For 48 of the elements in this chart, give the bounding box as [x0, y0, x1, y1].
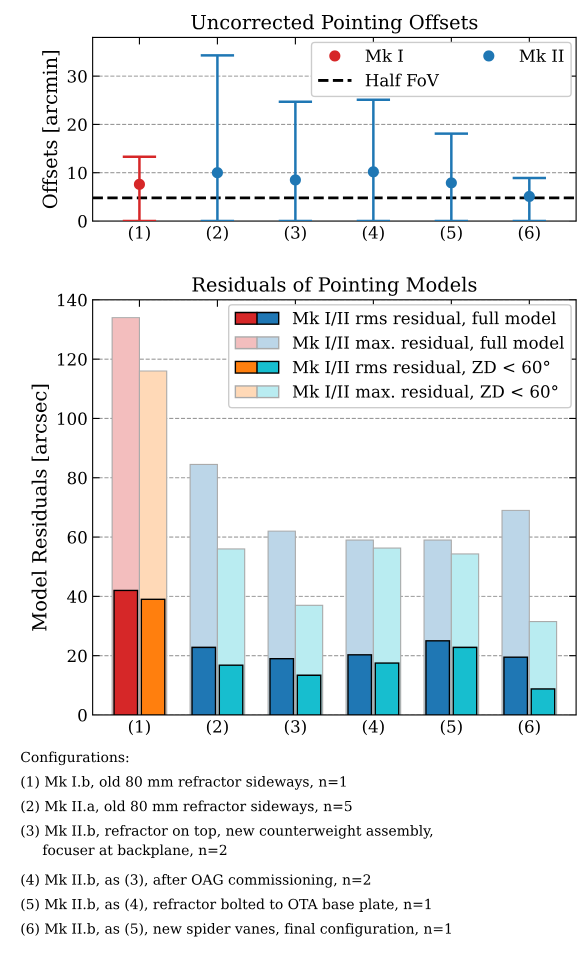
- x-tick-label: (6): [518, 226, 540, 242]
- y-axis-title: Offsets [arcmin]: [42, 50, 60, 208]
- x-tick-label: (1): [128, 226, 150, 242]
- y-tick-label: 10: [68, 166, 87, 180]
- y-tick-label: 140: [58, 294, 87, 306]
- text: (4) Mk II.b, as (3), after OAG commissioning, n=2: [21, 874, 370, 888]
- point: [290, 174, 301, 186]
- y-tick-label: 40: [67, 590, 87, 603]
- x-tick-label: (2): [206, 226, 228, 242]
- x-tick-label: (4): [362, 226, 384, 242]
- point: [368, 166, 379, 178]
- text: (2) Mk II.a, old 80 mm refractor sideways, n=5: [21, 800, 352, 814]
- legend-label: Mk I: [366, 49, 403, 62]
- x-tick-label: (4): [362, 720, 384, 736]
- y-axis-title: Model Residuals [arcsec]: [32, 384, 49, 631]
- y-tick-label: 60: [68, 531, 87, 544]
- x-tick-label: (2): [206, 720, 228, 736]
- legend-label: Mk I/II rms residual, ZD < 60°: [292, 360, 550, 376]
- y-tick-label: 20: [68, 118, 87, 131]
- x-tick-label: (1): [128, 720, 150, 736]
- legend-label: Mk I/II max. residual, full model: [292, 336, 564, 351]
- y-tick-label: 0: [78, 214, 87, 228]
- x-tick-label: (5): [440, 226, 462, 242]
- x-tick-label: (6): [518, 720, 540, 736]
- legend-label: Mk I/II max. residual, ZD < 60°: [292, 384, 558, 400]
- x-tick-label: (5): [440, 720, 462, 736]
- point: [212, 167, 223, 178]
- y-tick-label: 0: [78, 708, 87, 722]
- chart-title: Residuals of Pointing Models: [192, 276, 476, 296]
- y-tick-label: 120: [58, 353, 87, 366]
- legend-label: Mk II: [520, 49, 564, 62]
- point: [134, 178, 145, 190]
- text: (1) Mk I.b, old 80 mm refractor sideways, n=1: [21, 776, 346, 790]
- text: (6) Mk II.b, as (5), new spider vanes, final configuration, n=1: [21, 923, 451, 937]
- y-tick-label: 100: [58, 412, 87, 426]
- chart-title: Uncorrected Pointing Offsets: [191, 14, 478, 34]
- x-tick-label: (3): [284, 226, 306, 242]
- y-tick-label: 80: [68, 472, 87, 484]
- legend-label: Half FoV: [366, 74, 440, 87]
- point: [446, 177, 457, 188]
- y-tick-label: 20: [68, 650, 87, 662]
- y-tick-label: 30: [68, 70, 87, 83]
- point: [524, 190, 535, 202]
- text: (5) Mk II.b, as (4), refractor bolted to OTA base plate, n=1: [21, 898, 431, 912]
- text: (3) Mk II.b, refractor on top, new counterweight assembly, focuser at backplane, n=2: [21, 825, 432, 858]
- x-tick-label: (3): [284, 720, 306, 736]
- legend-label: Mk I/II rms residual, full model: [292, 312, 556, 326]
- text: Configurations:: [21, 752, 128, 766]
